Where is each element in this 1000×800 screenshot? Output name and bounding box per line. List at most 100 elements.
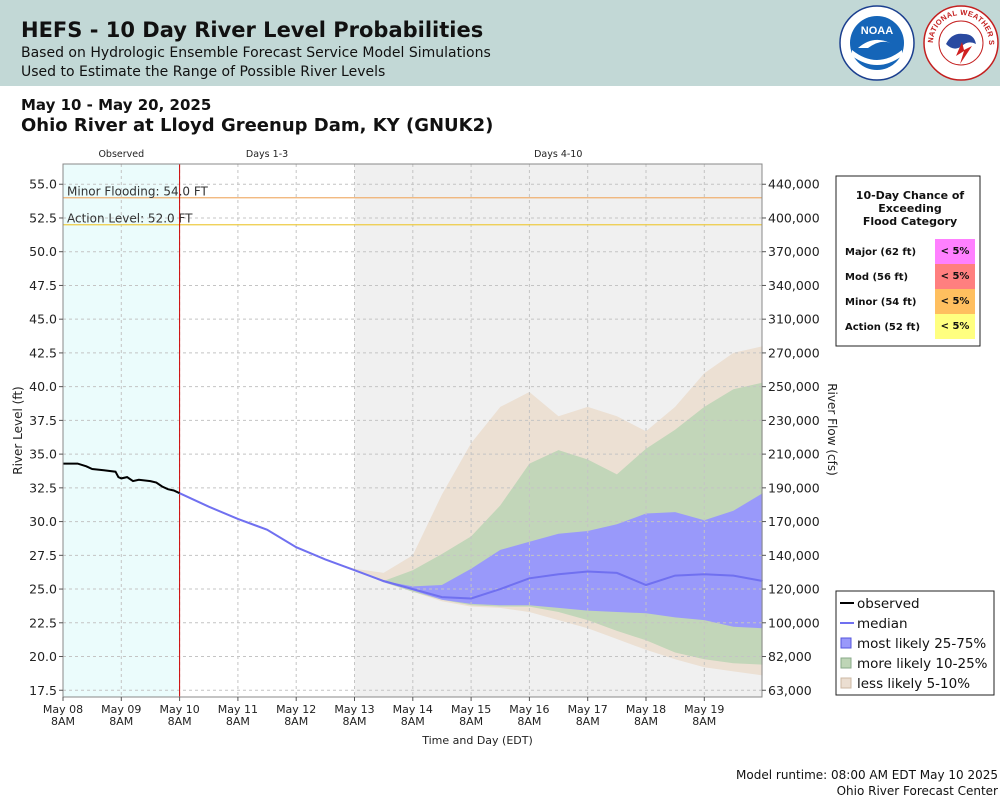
y-tick-label: 35.0 [29,447,57,462]
flood-chance-value: < 5% [941,296,970,307]
x-tick-label-time: 8AM [168,715,192,728]
nws-logo: NATIONAL WEATHER SERVICE [922,4,999,81]
noaa-logo: NOAA [839,5,915,81]
median-series-line [179,492,763,600]
x-tick-label-time: 8AM [51,715,75,728]
x-tick-label-date: May 09 [101,703,141,716]
legend-swatch-more-likely-10-25- [840,657,852,669]
y2-tick-label: 310,000 [768,312,820,327]
page-title: HEFS - 10 Day River Level Probabilities [21,18,484,42]
station-name: Ohio River at Lloyd Greenup Dam, KY (GNU… [21,115,494,136]
y-tick-label: 42.5 [29,345,57,360]
probability-bands [179,346,763,676]
y2-axis-title: River Flow (cfs) [825,383,839,476]
x-tick-label-date: May 15 [451,703,491,716]
flood-category-label: Major (62 ft) [845,247,916,258]
x-tick-label-date: May 12 [276,703,316,716]
x-tick-label-date: May 13 [334,703,374,716]
flood-chance-cell [935,239,975,264]
x-tick-label-time: 8AM [517,715,541,728]
noaa-logo-text: NOAA [861,25,893,37]
x-tick-label-date: May 18 [626,703,666,716]
x-tick-label-date: May 11 [218,703,258,716]
y2-tick-label: 82,000 [768,649,812,664]
header-banner: HEFS - 10 Day River Level Probabilities … [0,0,1000,86]
y-tick-label: 32.5 [29,480,57,495]
legend-label: more likely 10-25% [857,656,988,672]
y2-tick-label: 140,000 [768,548,820,563]
page-subtitle-1: Based on Hydrologic Ensemble Forecast Se… [21,45,491,61]
legend-box [835,590,995,696]
river-level-chart: Minor Flooding: 54.0 FT Action Level: 52.… [11,149,995,747]
x-tick-label-time: 8AM [342,715,366,728]
threshold-label-minor-flooding: Minor Flooding: 54.0 FT [67,185,209,199]
flood-chance-cell [935,264,975,289]
x-tick-label-time: 8AM [284,715,308,728]
y-tick-label: 45.0 [29,312,57,327]
flood-table-title: Exceeding [878,202,941,215]
y2-tick-label: 190,000 [768,480,820,495]
y2-tick-label: 270,000 [768,345,820,360]
y-tick-label: 52.5 [29,210,57,225]
y-tick-label: 50.0 [29,244,57,259]
flood-thresholds: Minor Flooding: 54.0 FT Action Level: 52.… [63,185,762,226]
y-tick-label: 37.5 [29,413,57,428]
date-range: May 10 - May 20, 2025 [21,96,212,114]
legend-label: median [857,616,908,632]
flood-chance-cell [935,314,975,339]
flood-category-label: Mod (56 ft) [845,272,908,283]
series-lines [63,164,763,697]
y2-tick-label: 100,000 [768,615,820,630]
period-label-days-4-10: Days 4-10 [534,149,582,160]
period-label-observed: Observed [98,149,144,160]
model-runtime: Model runtime: 08:00 AM EDT May 10 2025 [736,768,998,782]
y2-tick-label: 370,000 [768,244,820,259]
x-tick-label-date: May 10 [159,703,199,716]
legend-label: observed [857,596,920,612]
x-tick-label-date: May 08 [43,703,83,716]
forecast-center: Ohio River Forecast Center [836,784,998,798]
y-tick-label: 30.0 [29,514,57,529]
x-tick-label-time: 8AM [459,715,483,728]
legend-label: most likely 25-75% [857,636,986,652]
band-most-likely-25-75- [179,493,763,629]
flood-category-label: Minor (54 ft) [845,297,916,308]
period-label-days-1-3: Days 1-3 [246,149,288,160]
threshold-label-action-level: Action Level: 52.0 FT [67,212,193,226]
x-tick-label-time: 8AM [634,715,658,728]
x-tick-label-date: May 17 [568,703,608,716]
legend: observed median most likely 25-75% more lik… [835,590,995,696]
y-tick-label: 20.0 [29,649,57,664]
y-tick-label: 47.5 [29,278,57,293]
flood-table-title: Flood Category [863,215,957,228]
y-axis-title: River Level (ft) [11,386,25,474]
flood-table-title: 10-Day Chance of [856,189,965,202]
y2-tick-label: 440,000 [768,177,820,192]
flood-chance-cell [935,289,975,314]
x-tick-label-date: May 14 [393,703,433,716]
x-tick-label-time: 8AM [576,715,600,728]
legend-swatch-most-likely-25-75- [840,637,852,649]
flood-chance-value: < 5% [941,246,970,257]
page-subtitle-2: Used to Estimate the Range of Possible R… [21,64,386,80]
y2-tick-label: 340,000 [768,278,820,293]
legend-label: less likely 5-10% [857,676,970,692]
x-tick-label-time: 8AM [692,715,716,728]
y-tick-label: 40.0 [29,379,57,394]
x-tick-label-time: 8AM [109,715,133,728]
y-tick-label: 55.0 [29,177,57,192]
x-tick-label-date: May 16 [509,703,549,716]
flood-chance-value: < 5% [941,271,970,282]
y2-tick-label: 63,000 [768,683,812,698]
y2-tick-label: 170,000 [768,514,820,529]
y-tick-label: 22.5 [29,615,57,630]
y-tick-label: 27.5 [29,548,57,563]
y2-tick-label: 400,000 [768,210,820,225]
y2-tick-label: 210,000 [768,447,820,462]
y-tick-label: 17.5 [29,683,57,698]
y2-tick-label: 250,000 [768,379,820,394]
observed-series-line [63,462,181,495]
x-axis-title: Time and Day (EDT) [421,734,533,747]
x-tick-label-time: 8AM [401,715,425,728]
